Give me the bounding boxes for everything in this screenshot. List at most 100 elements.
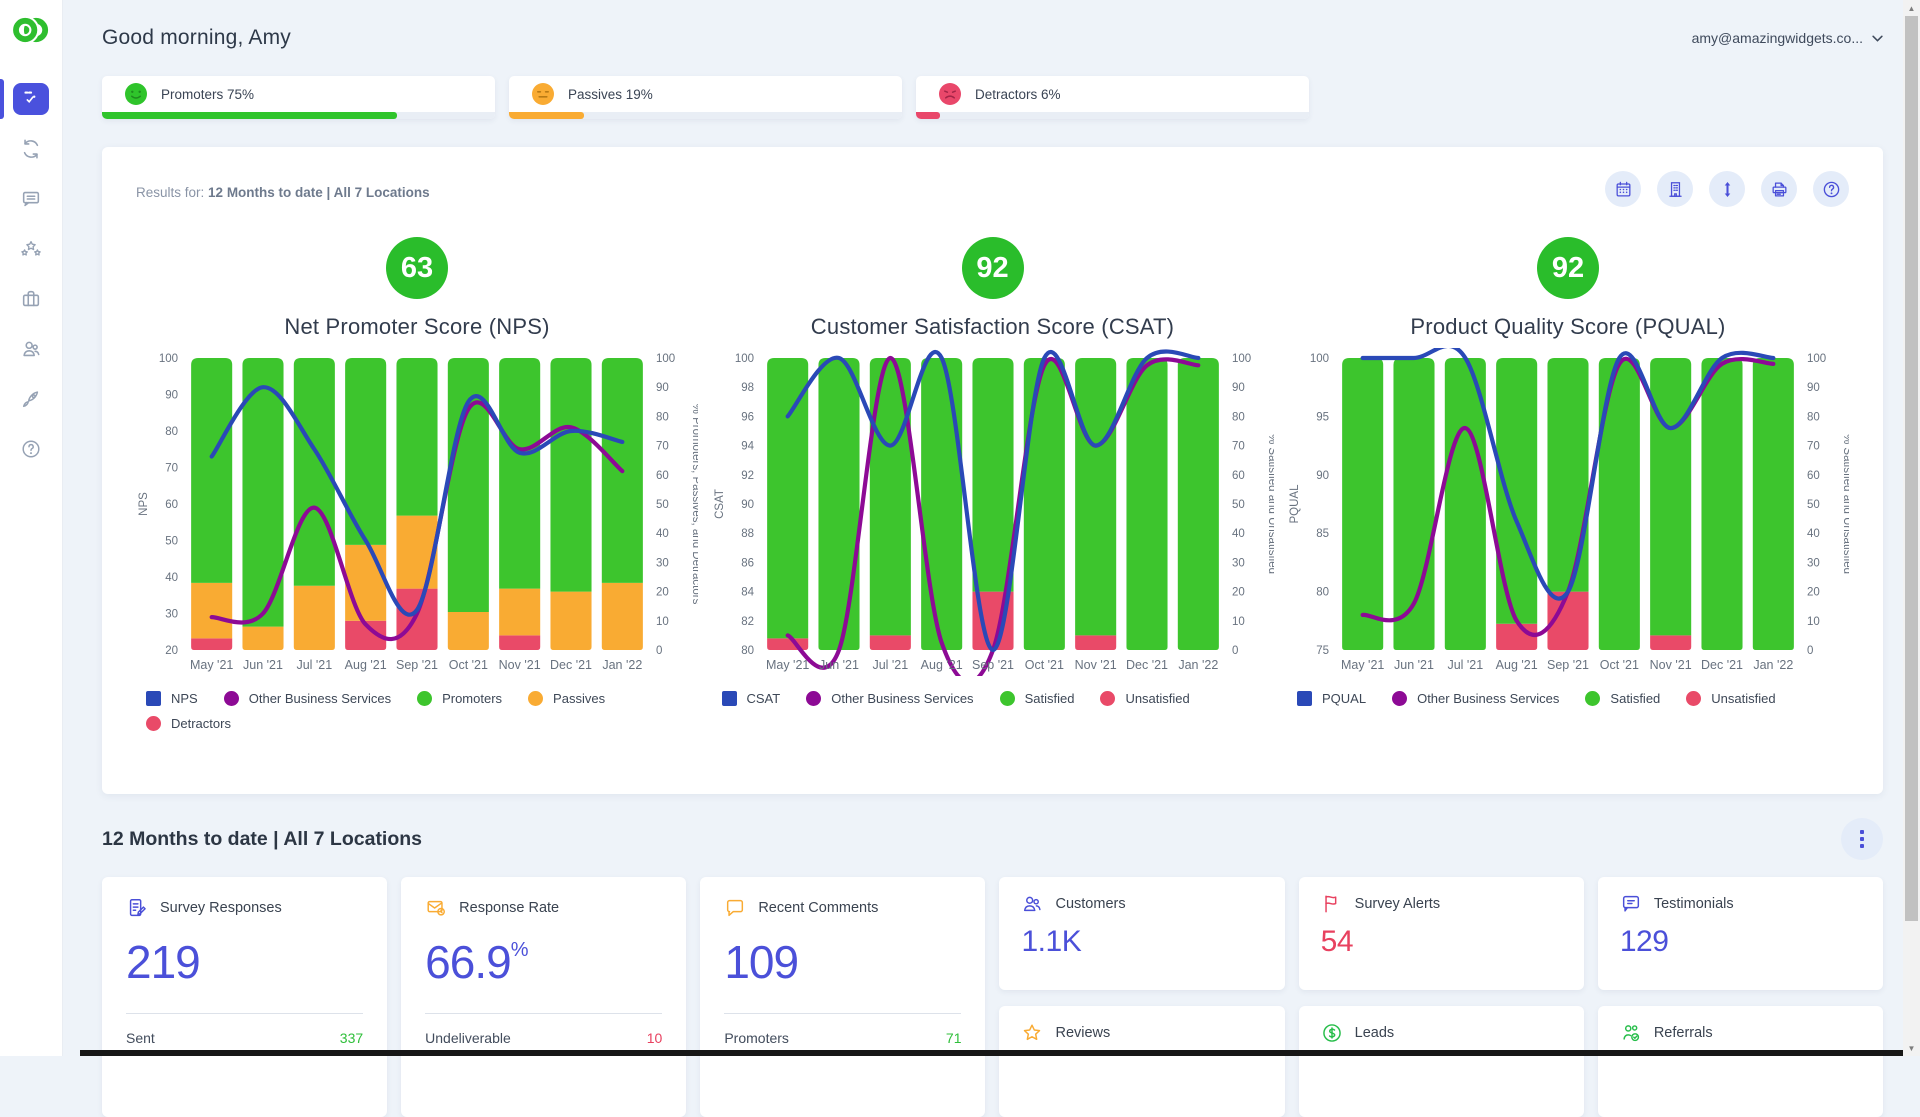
svg-text:80: 80 bbox=[741, 645, 754, 657]
sidebar-item-sync[interactable] bbox=[0, 124, 62, 174]
vertical-scrollbar[interactable]: ▲ ▼ bbox=[1903, 0, 1920, 1056]
legend-item[interactable]: Passives bbox=[528, 691, 605, 706]
scrollbar-thumb[interactable] bbox=[1905, 16, 1918, 921]
locations-filter-button[interactable] bbox=[1657, 171, 1693, 207]
passives-card[interactable]: Passives 19% bbox=[509, 76, 902, 119]
legend-item[interactable]: Satisfied bbox=[1585, 691, 1660, 706]
metric-sub-label: Sent bbox=[126, 1030, 155, 1046]
svg-text:86: 86 bbox=[741, 557, 754, 569]
svg-text:80: 80 bbox=[656, 411, 669, 423]
metric-title: Survey Alerts bbox=[1355, 896, 1440, 912]
legend-item[interactable]: Unsatisfied bbox=[1686, 691, 1775, 706]
sidebar-item-dashboard[interactable] bbox=[0, 74, 62, 124]
metric-title: Leads bbox=[1355, 1025, 1395, 1041]
sidebar-item-comments[interactable] bbox=[0, 174, 62, 224]
svg-text:Jan '22: Jan '22 bbox=[602, 658, 642, 672]
sidebar bbox=[0, 0, 63, 1056]
metric-card-referrals[interactable]: Referrals bbox=[1598, 1006, 1883, 1117]
legend-label: Other Business Services bbox=[1417, 691, 1559, 706]
svg-text:60: 60 bbox=[1807, 470, 1820, 482]
account-menu[interactable]: amy@amazingwidgets.co... bbox=[1692, 30, 1883, 46]
sidebar-item-growth[interactable] bbox=[0, 374, 62, 424]
metric-value: 1.1K bbox=[1021, 925, 1262, 959]
detractors-card[interactable]: Detractors 6% bbox=[916, 76, 1309, 119]
sidebar-item-help[interactable] bbox=[0, 424, 62, 474]
legend-item[interactable]: Promoters bbox=[417, 691, 502, 706]
svg-text:20: 20 bbox=[1807, 587, 1820, 599]
svg-text:75: 75 bbox=[1316, 645, 1329, 657]
svg-text:10: 10 bbox=[1807, 616, 1820, 628]
svg-text:60: 60 bbox=[656, 470, 669, 482]
svg-text:Jul '21: Jul '21 bbox=[1447, 658, 1483, 672]
help-circle-icon bbox=[1822, 180, 1841, 199]
metric-sub-label: Promoters bbox=[724, 1030, 789, 1046]
legend-item[interactable]: Detractors bbox=[146, 716, 231, 731]
stars-icon bbox=[20, 238, 42, 260]
legend-marker bbox=[528, 691, 543, 706]
svg-text:70: 70 bbox=[165, 463, 178, 475]
legend-item[interactable]: NPS bbox=[146, 691, 198, 706]
legend-item[interactable]: Other Business Services bbox=[224, 691, 391, 706]
svg-text:% Satisfied and Unsatisfied: % Satisfied and Unsatisfied bbox=[1841, 434, 1849, 574]
legend-label: Promoters bbox=[442, 691, 502, 706]
promoters-card[interactable]: Promoters 75% bbox=[102, 76, 495, 119]
svg-text:80: 80 bbox=[1807, 411, 1820, 423]
chart-legend: NPS Other Business Services Promoters Passi… bbox=[136, 691, 698, 731]
legend-item[interactable]: PQUAL bbox=[1297, 691, 1366, 706]
section-more-button[interactable] bbox=[1841, 818, 1883, 860]
svg-text:May '21: May '21 bbox=[1341, 658, 1384, 672]
scroll-up-arrow[interactable]: ▲ bbox=[1903, 0, 1920, 16]
legend-item[interactable]: Unsatisfied bbox=[1100, 691, 1189, 706]
svg-text:30: 30 bbox=[1232, 557, 1245, 569]
metrics-section-title: 12 Months to date | All 7 Locations bbox=[102, 828, 422, 851]
results-panel: Results for: 12 Months to date | All 7 L… bbox=[102, 147, 1883, 794]
legend-marker bbox=[146, 691, 161, 706]
referrals-icon bbox=[1620, 1022, 1642, 1044]
legend-label: Satisfied bbox=[1610, 691, 1660, 706]
svg-text:90: 90 bbox=[1316, 470, 1329, 482]
legend-item[interactable]: Other Business Services bbox=[806, 691, 973, 706]
legend-label: NPS bbox=[171, 691, 198, 706]
panel-help-button[interactable] bbox=[1813, 171, 1849, 207]
metric-sub-label: Undeliverable bbox=[425, 1030, 511, 1046]
sidebar-item-business[interactable] bbox=[0, 274, 62, 324]
svg-text:Aug '21: Aug '21 bbox=[345, 658, 387, 672]
print-button[interactable] bbox=[1761, 171, 1797, 207]
calendar-filter-button[interactable] bbox=[1605, 171, 1641, 207]
legend-marker bbox=[806, 691, 821, 706]
response-rate-icon bbox=[425, 897, 447, 919]
sidebar-item-customers[interactable] bbox=[0, 324, 62, 374]
svg-text:96: 96 bbox=[741, 411, 754, 423]
legend-item[interactable]: Other Business Services bbox=[1392, 691, 1559, 706]
legend-item[interactable]: CSAT bbox=[722, 691, 781, 706]
detractors-label: Detractors 6% bbox=[975, 87, 1061, 102]
legend-label: Detractors bbox=[171, 716, 231, 731]
scroll-down-arrow[interactable]: ▼ bbox=[1903, 1040, 1920, 1056]
svg-text:Nov '21: Nov '21 bbox=[1650, 658, 1692, 672]
svg-text:Jul '21: Jul '21 bbox=[872, 658, 908, 672]
score-badge: 63 bbox=[386, 237, 448, 299]
metric-value: 109 bbox=[724, 935, 961, 989]
sidebar-item-reviews[interactable] bbox=[0, 224, 62, 274]
svg-text:May '21: May '21 bbox=[765, 658, 808, 672]
sidebar-nav bbox=[0, 74, 62, 474]
svg-text:100: 100 bbox=[159, 353, 178, 365]
svg-text:Jun '21: Jun '21 bbox=[819, 658, 859, 672]
legend-item[interactable]: Satisfied bbox=[1000, 691, 1075, 706]
svg-text:90: 90 bbox=[1807, 382, 1820, 394]
sort-button[interactable] bbox=[1709, 171, 1745, 207]
app-logo-icon[interactable] bbox=[11, 10, 51, 50]
metric-card-leads[interactable]: Leads bbox=[1299, 1006, 1584, 1117]
metric-card-reviews[interactable]: Reviews bbox=[999, 1006, 1284, 1117]
legend-marker bbox=[1686, 691, 1701, 706]
svg-text:90: 90 bbox=[165, 390, 178, 402]
testimonials-icon bbox=[1620, 893, 1642, 915]
svg-text:Aug '21: Aug '21 bbox=[920, 658, 962, 672]
metric-title: Recent Comments bbox=[758, 900, 878, 916]
